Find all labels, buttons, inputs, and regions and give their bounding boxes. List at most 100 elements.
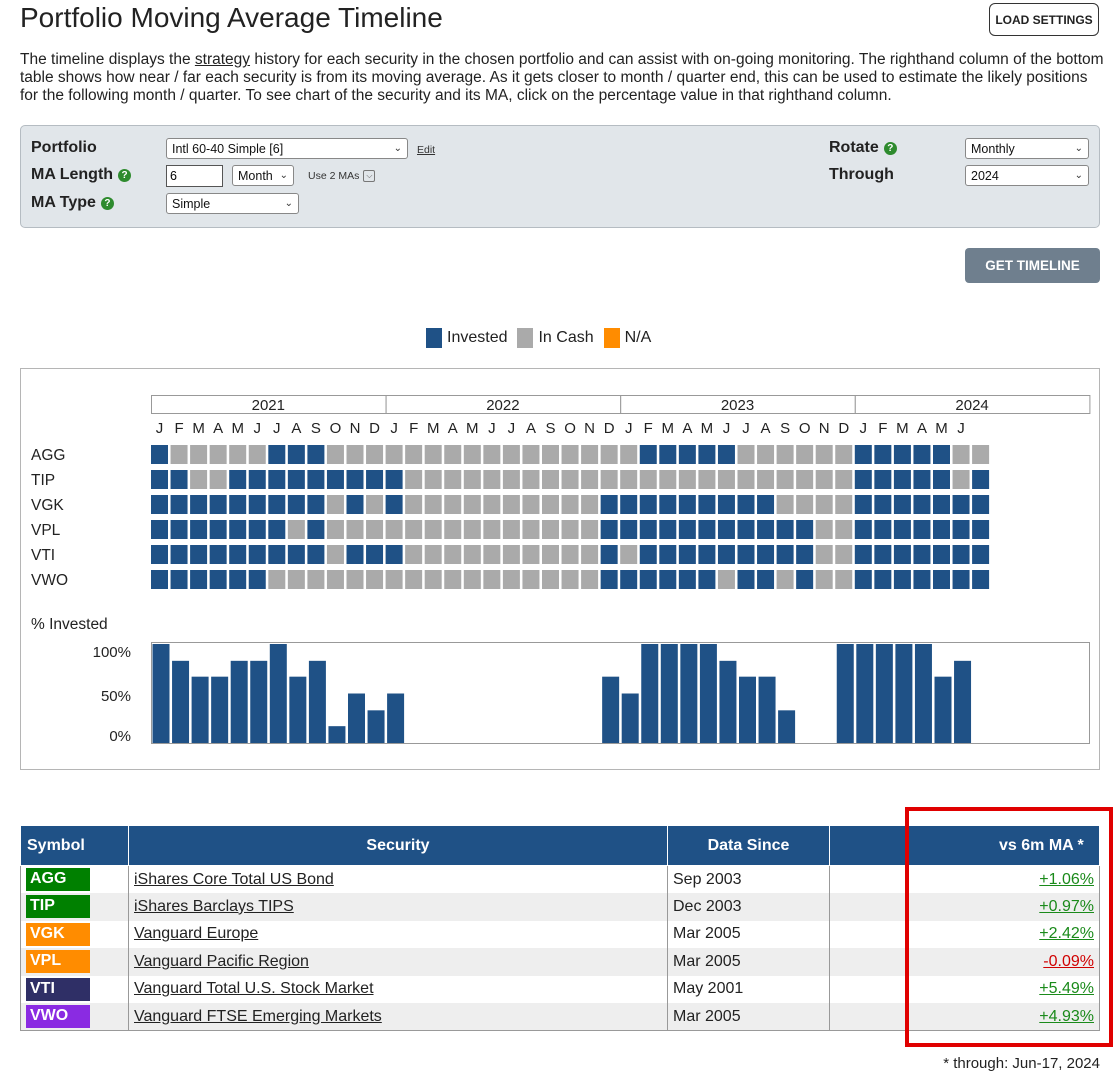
- ma-length-input[interactable]: [166, 165, 223, 187]
- status-cell: [874, 495, 892, 514]
- table-row: VPL Vanguard Pacific Region Mar 2005 -0.09%: [20, 948, 1100, 976]
- status-cell: [757, 520, 775, 539]
- help-icon[interactable]: ?: [883, 141, 897, 155]
- data-since-cell: Mar 2005: [667, 920, 830, 948]
- status-cell: [757, 570, 775, 589]
- status-cell: [600, 570, 618, 589]
- security-link[interactable]: Vanguard Europe: [134, 925, 259, 943]
- year-label: 2024: [955, 397, 988, 414]
- status-cell: [522, 495, 540, 514]
- month-label: D: [369, 420, 380, 437]
- use-2-mas-toggle[interactable]: Use 2 MAs ⌵: [308, 170, 376, 182]
- ma-type-select[interactable]: Simple ⌄: [166, 193, 299, 214]
- status-cell: [796, 445, 814, 464]
- security-link[interactable]: iShares Barclays TIPS: [134, 897, 294, 915]
- table-header-row: Symbol Security Data Since vs 6m MA *: [20, 825, 1100, 866]
- portfolio-select[interactable]: Intl 60-40 Simple [6] ⌄: [166, 138, 408, 159]
- description-text-end: history for each security in the chosen …: [20, 51, 1104, 104]
- status-cell: [913, 495, 931, 514]
- status-cell: [424, 545, 442, 564]
- data-since-cell: Sep 2003: [667, 865, 830, 893]
- status-cell: [405, 545, 423, 564]
- status-cell: [835, 520, 853, 539]
- vs-ma-percent-link[interactable]: -0.09%: [906, 948, 1100, 976]
- symbol-cell: TIP: [20, 893, 129, 921]
- status-cell: [405, 520, 423, 539]
- symbol-cell: AGG: [20, 865, 129, 893]
- security-link[interactable]: Vanguard Pacific Region: [134, 952, 309, 970]
- status-cell: [757, 495, 775, 514]
- vs-ma-percent-link[interactable]: +0.97%: [906, 893, 1100, 921]
- header-security: Security: [128, 825, 668, 866]
- status-cell: [698, 520, 716, 539]
- status-cell: [600, 520, 618, 539]
- legend-invested: Invested: [426, 328, 507, 348]
- status-cell: [835, 495, 853, 514]
- status-cell: [542, 495, 559, 514]
- status-cell: [561, 495, 579, 514]
- status-cell: [326, 470, 344, 489]
- status-cell: [542, 445, 559, 464]
- pct-bar: [387, 693, 405, 743]
- status-cell: [385, 570, 403, 589]
- status-cell: [874, 520, 892, 539]
- pct-bar: [856, 644, 874, 743]
- status-cell: [307, 570, 325, 589]
- status-cell: [835, 445, 853, 464]
- through-select[interactable]: 2024 ⌄: [965, 165, 1089, 186]
- status-cell: [502, 520, 520, 539]
- vs-ma-percent-link[interactable]: +1.06%: [906, 865, 1100, 893]
- status-cell: [776, 520, 794, 539]
- month-label: A: [526, 420, 536, 437]
- status-cell: [776, 470, 794, 489]
- rotate-select[interactable]: Monthly ⌄: [965, 138, 1089, 159]
- description-text-start: The timeline displays the: [20, 51, 195, 68]
- status-cell: [502, 545, 520, 564]
- vs-ma-percent-link[interactable]: +5.49%: [906, 975, 1100, 1003]
- status-cell: [678, 545, 696, 564]
- month-label: A: [213, 420, 223, 437]
- status-cell: [405, 470, 423, 489]
- status-cell: [776, 545, 794, 564]
- status-cell: [287, 570, 305, 589]
- edit-portfolio-link[interactable]: Edit: [417, 144, 436, 156]
- load-settings-button[interactable]: LOAD SETTINGS: [989, 3, 1099, 36]
- month-label: J: [488, 420, 496, 437]
- symbol-badge: AGG: [26, 868, 90, 891]
- month-label: S: [545, 420, 555, 437]
- symbol-badge: VTI: [26, 977, 90, 1001]
- status-cell: [170, 545, 188, 564]
- help-icon[interactable]: ?: [100, 196, 114, 210]
- security-link[interactable]: Vanguard Total U.S. Stock Market: [134, 980, 374, 998]
- security-link[interactable]: iShares Core Total US Bond: [134, 870, 334, 888]
- month-label: O: [330, 420, 342, 437]
- pct-invested-label: % Invested: [31, 616, 108, 633]
- ma-unit-select[interactable]: Month ⌄: [232, 165, 294, 186]
- status-cell: [581, 495, 599, 514]
- get-timeline-button[interactable]: GET TIMELINE: [965, 248, 1100, 283]
- vs-ma-percent-link[interactable]: +4.93%: [906, 1003, 1100, 1031]
- status-cell: [326, 495, 344, 514]
- chevron-down-icon: ⌄: [1074, 170, 1083, 181]
- status-cell: [542, 520, 559, 539]
- help-icon[interactable]: ?: [118, 168, 132, 182]
- vs-ma-percent-link[interactable]: +2.42%: [906, 920, 1100, 948]
- symbol-cell: VTI: [20, 975, 129, 1003]
- status-cell: [268, 495, 286, 514]
- status-cell: [796, 545, 814, 564]
- status-cell: [561, 520, 579, 539]
- security-link[interactable]: Vanguard FTSE Emerging Markets: [134, 1007, 382, 1025]
- year-label: 2021: [252, 397, 285, 414]
- symbol-cell: VWO: [20, 1003, 129, 1031]
- status-cell: [854, 445, 872, 464]
- timeline-chart: 2021 2022 2023 2024 J F M A M J J A S O N D J F M A M J J A S O N D…: [20, 368, 1100, 770]
- row-symbol-label: VTI: [31, 547, 55, 564]
- security-cell: Vanguard Europe: [128, 920, 668, 948]
- status-cell: [190, 445, 208, 464]
- strategy-link[interactable]: strategy: [194, 51, 251, 68]
- status-cell: [893, 520, 911, 539]
- status-cell: [366, 445, 384, 464]
- status-cell: [737, 570, 755, 589]
- status-cell: [151, 495, 168, 514]
- status-cell: [717, 545, 735, 564]
